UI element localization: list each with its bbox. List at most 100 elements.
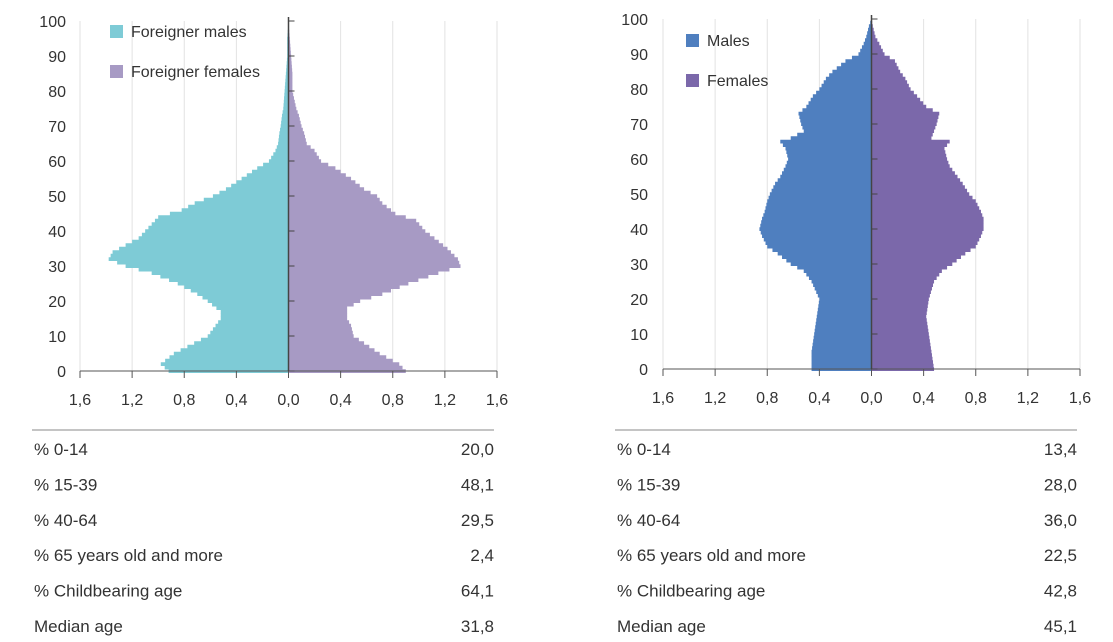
bar [289, 96, 294, 100]
bar [872, 126, 936, 130]
bar [289, 334, 354, 338]
bar [273, 152, 288, 156]
bar [169, 355, 288, 359]
bar [872, 98, 921, 102]
bar [800, 119, 871, 123]
bar [191, 289, 289, 293]
bar [812, 353, 872, 357]
series-left [759, 21, 871, 371]
bar [872, 301, 929, 305]
bar [872, 231, 983, 235]
bar [283, 110, 289, 114]
bar [872, 168, 953, 172]
bar [289, 180, 356, 184]
bar [799, 115, 871, 119]
y-tick-label: 10 [630, 327, 648, 344]
bar [872, 259, 957, 263]
bar [289, 352, 380, 356]
bar [759, 227, 871, 231]
bar [809, 101, 872, 105]
bar [802, 108, 871, 112]
y-tick-label: 70 [48, 119, 66, 136]
bar [872, 290, 931, 294]
bar [872, 332, 929, 336]
bar [872, 329, 929, 333]
bar [872, 339, 930, 343]
bar [797, 266, 871, 270]
bar [806, 105, 871, 109]
bar [864, 42, 872, 46]
y-tick-label: 0 [57, 364, 66, 381]
bar [289, 303, 354, 307]
bar [872, 360, 934, 364]
bar [872, 308, 928, 312]
bar [289, 257, 458, 261]
x-tick-label: 0,8 [382, 392, 404, 409]
x-tick-label: 1,6 [69, 392, 91, 409]
bar [816, 91, 871, 95]
stat-value: 20,0 [461, 440, 494, 459]
y-tick-label: 90 [48, 49, 66, 66]
bar [819, 301, 872, 305]
bar [773, 185, 871, 189]
x-tick-label: 1,2 [434, 392, 456, 409]
bar [289, 359, 393, 363]
bar [289, 327, 352, 331]
bar [804, 269, 872, 273]
bar [872, 175, 958, 179]
bar [289, 264, 461, 268]
bar [289, 152, 317, 156]
legend-label: Foreigner males [131, 24, 247, 41]
bar [787, 161, 872, 165]
y-tick-label: 80 [48, 84, 66, 101]
bar [221, 310, 289, 314]
bar [161, 362, 289, 366]
bar [770, 192, 872, 196]
bar [785, 147, 871, 151]
bar [289, 212, 396, 216]
bar [872, 45, 882, 49]
x-tick-label: 1,6 [652, 390, 674, 407]
bar [872, 122, 937, 126]
bar [872, 63, 897, 67]
bar [289, 296, 372, 300]
x-tick-label: 0,0 [860, 390, 882, 407]
bar [872, 84, 909, 88]
bar [152, 222, 289, 226]
bar [872, 196, 973, 200]
bar [231, 184, 288, 188]
bar [289, 331, 353, 335]
y-tick-label: 90 [630, 47, 648, 64]
bar [872, 266, 948, 270]
bar [872, 353, 932, 357]
bar [872, 283, 934, 287]
bar [126, 243, 289, 247]
bar [282, 114, 289, 118]
bar [221, 313, 289, 317]
bar [872, 269, 942, 273]
bar [780, 175, 871, 179]
bar [202, 296, 288, 300]
bar [872, 262, 953, 266]
bar [766, 206, 872, 210]
bar [113, 250, 289, 254]
y-tick-label: 70 [630, 117, 648, 134]
bar [169, 278, 288, 282]
bar [263, 163, 288, 167]
bar [269, 159, 289, 163]
bar [766, 241, 872, 245]
bar [804, 129, 872, 133]
bar [872, 56, 890, 60]
bar [219, 191, 288, 195]
y-tick-label: 100 [621, 12, 648, 29]
bar [289, 222, 420, 226]
bar [872, 136, 932, 140]
bar [872, 336, 930, 340]
bar [778, 178, 872, 182]
bar [257, 166, 288, 170]
bar [279, 138, 289, 142]
